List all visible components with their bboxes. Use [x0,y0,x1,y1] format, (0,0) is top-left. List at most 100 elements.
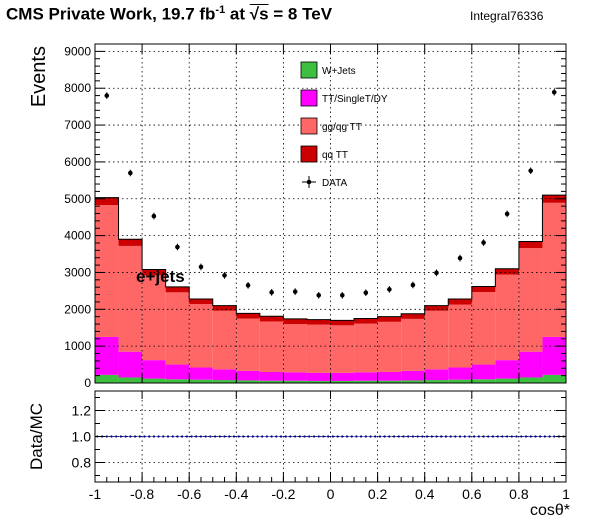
stack-bar [283,318,307,325]
stack-bar [401,313,425,319]
stack-bar [236,318,260,371]
data-point [339,293,345,298]
stack-bar [495,360,519,379]
stack-bar [377,380,402,383]
stack-bar [424,369,449,381]
stack-bar [330,325,355,373]
data-point [104,93,110,98]
data-point [222,273,227,278]
stack-bar [354,318,378,324]
stack-bar [495,268,519,275]
ratio-y-axis: 0.8 1.0 1.2 [72,397,566,476]
legend-swatch [300,61,318,79]
stack-bar [471,291,496,365]
stack-bar [518,248,543,352]
data-point [363,290,369,296]
series-w-jets [95,374,566,383]
x-tick-label: -1 [89,486,102,502]
stack-bar [306,380,331,383]
stack-bar [236,313,260,319]
stack-bar [212,305,237,311]
x-tick-label: 0.8 [509,486,529,502]
stack-bar [518,377,543,383]
title-energy: = 8 TeV [268,4,333,24]
x-tick-label: 1 [562,486,570,502]
stack-bar [471,379,496,383]
data-point [551,89,557,95]
legend-data-marker [306,179,312,185]
stack-bar [95,205,119,337]
stack-bar [518,241,543,249]
y-tick-label: 1.2 [72,403,92,419]
stack-bar [401,370,425,381]
x-axis-label: cosθ* [530,502,570,519]
stack-bar [518,351,543,378]
stack-bar [95,374,119,383]
stack-bar [95,197,119,206]
stack-bar [401,318,425,371]
stack-bar [236,370,260,381]
stack-bar [330,372,355,381]
stack-bar [377,321,402,372]
data-point [198,264,204,270]
x-tick-label: 0.4 [415,486,435,502]
y-tick-label: 9000 [64,44,91,58]
stack-bar [330,320,355,326]
stack-bar [236,380,260,383]
data-point [434,270,439,276]
stack-bar [542,374,566,383]
data-point [387,287,392,292]
stack-bar [495,378,519,383]
x-tick-label: -0.2 [271,486,295,502]
stack-bar [424,310,449,370]
channel-annotation: e+jets [136,267,185,286]
x-tick-label: -0.6 [177,486,201,502]
y-tick-label: 2000 [64,302,91,316]
data-point [410,282,416,288]
stack-bar [306,324,331,373]
title-lumi-exponent: -1 [215,4,226,16]
stack-bar [283,372,307,381]
y-tick-label: 4000 [64,229,91,243]
data-point [128,170,133,176]
stack-bar [448,379,472,383]
y-tick-label: 7000 [64,118,91,132]
stack-bar [542,336,566,375]
data-point [151,213,157,219]
stack-bar [212,310,237,370]
legend-label: gg/qg TT [322,122,362,133]
y-tick-label: 3000 [64,265,91,279]
data-point [175,244,180,250]
legend-swatch [300,89,318,107]
x-tick-label: 0.2 [368,486,388,502]
stack-bar [212,380,237,383]
x-tick-label: -0.8 [130,486,154,502]
y-tick-label: 0.8 [72,455,92,471]
legend: W+Jets TT/SingleT/DY gg/qg TT qq TT DATA [300,61,388,189]
stack-bar [118,245,143,352]
series-tt-singlet-dy [95,336,566,381]
stack-bar [118,239,143,246]
y-tick-label: 1.0 [72,429,92,445]
stack-bar [283,324,307,373]
stack-bar [354,372,378,381]
series-data [104,88,557,299]
chart-title: CMS Private Work, 19.7 fb-1 at √s = 8 Te… [6,4,332,25]
y-tick-label: 0 [84,376,91,390]
data-point [316,293,322,298]
legend-label: DATA [322,178,348,189]
y-tick-label: 8000 [64,81,91,95]
stack-bar [424,380,449,383]
stack-bar [448,304,472,368]
stack-bar [142,360,166,379]
title-main: CMS Private Work, 19.7 fb [6,4,216,24]
stack-bar [189,298,213,305]
x-tick-label: -0.4 [224,486,248,502]
stack-bar [259,316,284,322]
stack-bar [165,379,190,383]
stack-bar [95,336,119,375]
stack-bar [306,372,331,381]
stack-bar [165,364,190,380]
main-y-axis: 0 1000 2000 3000 4000 5000 6000 7000 8000 9000 [64,44,567,390]
stack-bar [448,367,472,380]
